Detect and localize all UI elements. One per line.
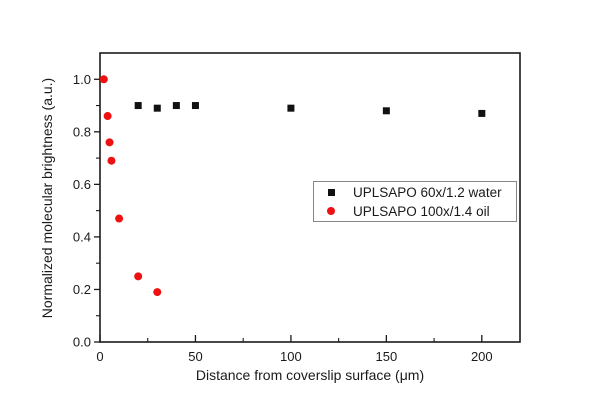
svg-text:0.0: 0.0: [73, 335, 91, 350]
legend-item-label: UPLSAPO 100x/1.4 oil: [353, 203, 490, 219]
svg-text:100: 100: [280, 349, 302, 364]
svg-text:50: 50: [188, 349, 202, 364]
svg-text:1.0: 1.0: [73, 72, 91, 87]
y-axis-title: Normalized molecular brightness (a.u.): [39, 77, 55, 319]
svg-text:0.4: 0.4: [73, 229, 91, 244]
svg-text:0.2: 0.2: [73, 282, 91, 297]
legend-item-oil: UPLSAPO 100x/1.4 oil: [314, 202, 516, 221]
svg-text:0.8: 0.8: [73, 124, 91, 139]
x-axis-title: Distance from coverslip surface (μm): [195, 367, 425, 383]
legend-box: UPLSAPO 60x/1.2 water UPLSAPO 100x/1.4 o…: [313, 181, 517, 222]
legend-marker-square-icon: [328, 188, 335, 196]
legend-item-water: UPLSAPO 60x/1.2 water: [314, 183, 516, 202]
legend-marker-circle-icon: [327, 207, 335, 215]
svg-text:0.6: 0.6: [73, 177, 91, 192]
svg-text:200: 200: [471, 349, 493, 364]
legend-item-label: UPLSAPO 60x/1.2 water: [353, 184, 502, 200]
svg-text:150: 150: [376, 349, 398, 364]
svg-text:0: 0: [96, 349, 103, 364]
